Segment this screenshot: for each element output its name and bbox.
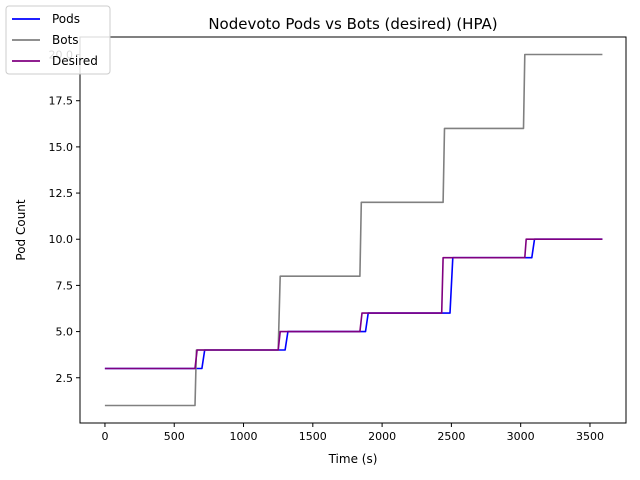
chart-title: Nodevoto Pods vs Bots (desired) (HPA) <box>208 15 497 33</box>
y-tick-label: 2.5 <box>56 372 74 385</box>
series-lines <box>104 53 603 407</box>
legend-label-desired: Desired <box>52 54 98 68</box>
y-tick-label: 17.5 <box>49 95 74 108</box>
x-tick-label: 1500 <box>299 430 327 443</box>
y-tick-label: 10.0 <box>49 233 74 246</box>
y-ticks: 2.55.07.510.012.515.017.520.0 <box>49 49 80 385</box>
x-tick-label: 2000 <box>368 430 396 443</box>
x-tick-label: 500 <box>164 430 185 443</box>
y-axis-label: Pod Count <box>14 199 28 261</box>
x-tick-label: 0 <box>101 430 108 443</box>
plot-area <box>79 36 627 424</box>
y-tick-label: 5.0 <box>56 326 74 339</box>
x-tick-label: 1000 <box>230 430 258 443</box>
legend-label-pods: Pods <box>52 12 80 26</box>
y-tick-label: 12.5 <box>49 187 74 200</box>
x-tick-label: 3500 <box>576 430 604 443</box>
y-tick-label: 15.0 <box>49 141 74 154</box>
series-line-desired <box>104 238 603 370</box>
y-tick-label: 7.5 <box>56 279 74 292</box>
legend-box <box>5 5 111 75</box>
x-axis-label: Time (s) <box>328 452 378 466</box>
x-ticks: 0 500 1000 1500 2000 2500 3000 3500 <box>101 423 604 443</box>
x-tick-label: 2500 <box>437 430 465 443</box>
x-tick-label: 3000 <box>507 430 535 443</box>
legend: Pods Bots Desired <box>5 5 111 75</box>
legend-label-bots: Bots <box>52 33 79 47</box>
series-line-pods <box>104 238 603 370</box>
